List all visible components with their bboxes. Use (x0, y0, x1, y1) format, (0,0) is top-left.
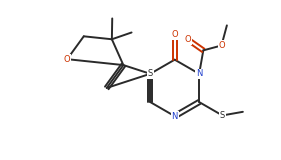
Text: O: O (218, 41, 225, 50)
Text: N: N (171, 112, 178, 121)
Text: S: S (220, 111, 225, 120)
Text: O: O (171, 30, 178, 39)
Text: O: O (64, 55, 71, 64)
Text: N: N (196, 69, 202, 78)
Text: S: S (148, 69, 153, 78)
Text: O: O (185, 35, 191, 44)
